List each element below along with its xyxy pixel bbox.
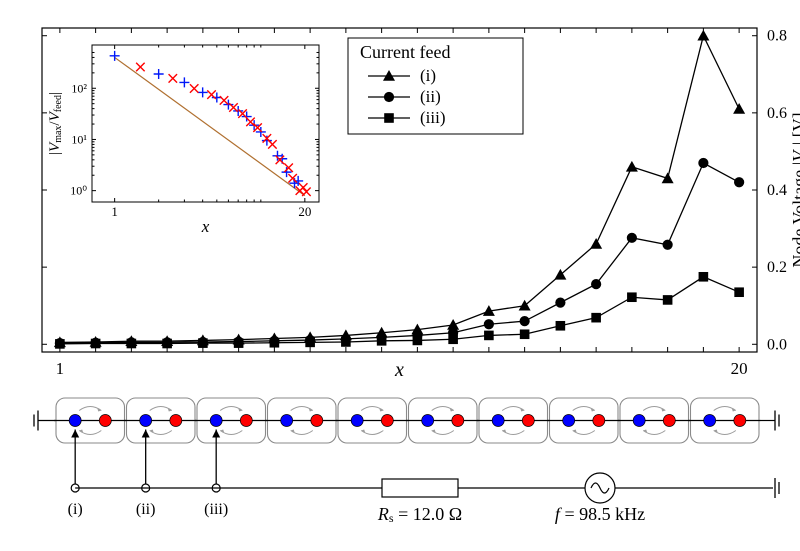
legend-title: Current feed — [360, 42, 450, 62]
node-blue — [210, 415, 222, 427]
marker-triangle — [590, 238, 602, 249]
marker-square — [91, 339, 101, 349]
marker-square — [413, 336, 423, 346]
marker-circle — [663, 240, 673, 250]
marker-square — [384, 113, 394, 123]
marker-square — [627, 292, 637, 302]
series-iii — [60, 277, 739, 344]
marker-square — [591, 313, 601, 323]
node-blue — [563, 415, 575, 427]
marker-triangle — [626, 161, 638, 172]
inset-ytick-label: 10² — [71, 81, 87, 95]
marker-square — [162, 339, 172, 349]
feed-arrowhead — [71, 430, 79, 438]
inset-xtick-label: 20 — [298, 204, 311, 219]
marker-square — [341, 337, 351, 347]
marker-square — [734, 287, 744, 297]
marker-circle — [555, 298, 565, 308]
marker-square — [377, 336, 387, 346]
node-blue — [492, 415, 504, 427]
inset-ytick-label: 10⁰ — [70, 184, 87, 198]
node-red — [734, 415, 746, 427]
marker-square — [448, 334, 458, 344]
x-tick-label: 20 — [731, 359, 748, 378]
node-blue — [351, 415, 363, 427]
node-red — [593, 415, 605, 427]
marker-square — [127, 339, 137, 349]
legend-item-label: (i) — [420, 66, 436, 85]
feed-arrowhead — [212, 430, 220, 438]
node-blue — [633, 415, 645, 427]
marker-circle — [591, 279, 601, 289]
feed-arrowhead — [142, 430, 150, 438]
y-tick-label: 0.2 — [767, 259, 787, 276]
node-red — [381, 415, 393, 427]
marker-square — [484, 331, 494, 341]
node-blue — [281, 415, 293, 427]
resistor-label: Rs = 12.0 Ω — [377, 504, 462, 525]
marker-circle — [520, 316, 530, 326]
marker-circle — [484, 319, 494, 329]
inset-ytick-label: 10¹ — [71, 132, 87, 146]
inset-xlabel: x — [201, 217, 210, 236]
node-red — [522, 415, 534, 427]
y-tick-label: 0.6 — [767, 105, 787, 122]
node-red — [170, 415, 182, 427]
marker-square — [234, 338, 244, 348]
marker-square — [55, 339, 65, 349]
marker-circle — [384, 92, 394, 102]
inset-ylabel: |Vmax/Vfeed| — [47, 92, 64, 155]
node-red — [240, 415, 252, 427]
resistor — [382, 479, 458, 497]
marker-square — [198, 338, 208, 348]
marker-circle — [734, 177, 744, 187]
node-red — [99, 415, 111, 427]
legend-item-label: (ii) — [420, 87, 441, 106]
x-tick-label: 1 — [56, 359, 65, 378]
legend-item-label: (iii) — [420, 108, 446, 127]
x-axis-label: x — [394, 359, 404, 381]
y-tick-label: 0.0 — [767, 336, 787, 353]
feed-label: (i) — [68, 501, 83, 518]
node-blue — [69, 415, 81, 427]
y-tick-label: 0.4 — [767, 182, 787, 199]
node-red — [452, 415, 464, 427]
node-blue — [140, 415, 152, 427]
node-blue — [422, 415, 434, 427]
marker-circle — [627, 233, 637, 243]
marker-triangle — [697, 30, 709, 41]
marker-triangle — [662, 172, 674, 183]
feed-label: (iii) — [204, 501, 228, 518]
marker-triangle — [733, 103, 745, 114]
source-label: f = 98.5 kHz — [555, 504, 645, 524]
marker-square — [520, 329, 530, 339]
y-tick-label: 0.8 — [767, 28, 787, 45]
marker-circle — [698, 158, 708, 168]
node-red — [311, 415, 323, 427]
marker-square — [305, 338, 315, 348]
node-blue — [704, 415, 716, 427]
node-red — [663, 415, 675, 427]
marker-square — [699, 272, 709, 282]
marker-square — [663, 295, 673, 305]
marker-square — [270, 338, 280, 348]
feed-label: (ii) — [136, 501, 156, 518]
y-axis-label: Node Voltage |Vx| [V] — [789, 112, 800, 267]
marker-square — [556, 321, 566, 331]
inset-xtick-label: 1 — [111, 204, 118, 219]
